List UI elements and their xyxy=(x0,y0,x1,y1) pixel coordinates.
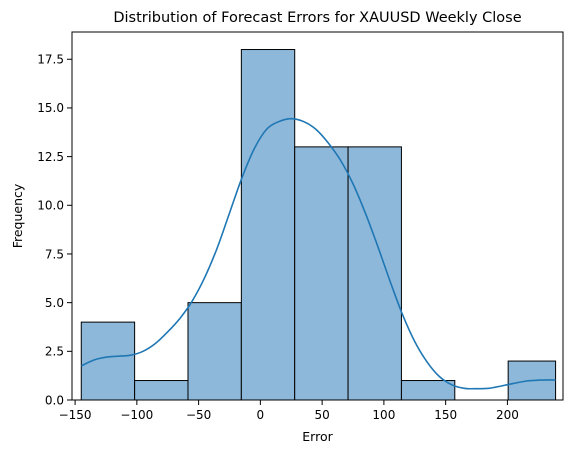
ticks-layer: −150 −100 −50 0 50 100 150 200 0.0 2.5 5.0 7.5 10.0 1… xyxy=(37,53,519,422)
x-tick-label-3: 0 xyxy=(257,408,265,422)
x-tick-label-4: 50 xyxy=(314,408,329,422)
x-tick-label-5: 100 xyxy=(372,408,395,422)
y-tick-label-5: 12.5 xyxy=(37,150,64,164)
x-tick-label-6: 150 xyxy=(434,408,457,422)
kde-layer xyxy=(80,117,556,390)
chart-title: Distribution of Forecast Errors for XAUU… xyxy=(113,10,521,26)
histogram-bar-6 xyxy=(400,380,456,401)
histogram-bar-5 xyxy=(347,146,402,401)
histogram-bar-3 xyxy=(240,49,296,401)
histogram-bar-4 xyxy=(294,146,349,401)
axes-layer xyxy=(71,31,564,401)
y-tick-label-3: 7.5 xyxy=(45,247,64,261)
y-axis-label: Frequency xyxy=(10,183,25,248)
x-tick-label-1: −100 xyxy=(120,408,153,422)
y-tick-label-0: 0.0 xyxy=(45,393,64,407)
kde-curve xyxy=(80,117,556,390)
histogram-bar-1 xyxy=(134,380,189,401)
y-tick-label-1: 2.5 xyxy=(45,345,64,359)
x-tick-label-0: −150 xyxy=(59,408,92,422)
plot-frame xyxy=(71,31,564,401)
histogram-bar-2 xyxy=(187,302,242,401)
y-tick-label-7: 17.5 xyxy=(37,53,64,67)
bars-layer xyxy=(80,49,557,401)
y-tick-label-6: 15.0 xyxy=(37,101,64,115)
x-axis-label: Error xyxy=(302,429,333,444)
x-tick-label-2: −50 xyxy=(186,408,211,422)
x-tick-label-7: 200 xyxy=(496,408,519,422)
y-tick-label-4: 10.0 xyxy=(37,199,64,213)
y-tick-label-2: 5.0 xyxy=(45,296,64,310)
